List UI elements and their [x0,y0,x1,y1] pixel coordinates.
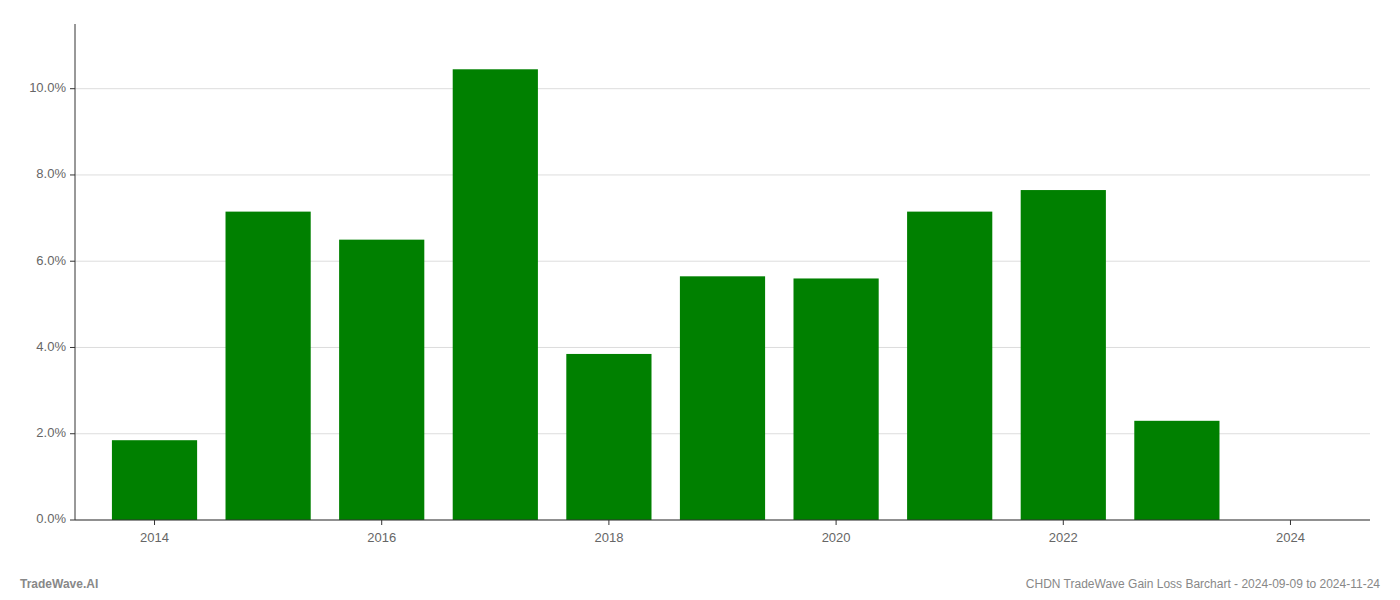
bar [339,240,424,520]
bar [566,354,651,520]
y-tick [70,174,75,175]
x-tick [154,520,155,525]
grid [75,89,1370,520]
bar [453,69,538,520]
y-tick [70,261,75,262]
axes: 0.0% 2.0% 4.0% 6.0% 8.0% 10.0% 2014 2016 2018 202… [29,24,1370,545]
x-tick-label: 2016 [367,530,396,545]
y-tick-label: 4.0% [36,339,66,354]
footer-left: TradeWave.AI [20,577,98,591]
x-tick-label: 2018 [594,530,623,545]
y-tick [70,433,75,434]
y-tick-label: 10.0% [29,80,66,95]
bar [907,212,992,520]
x-tick [836,520,837,525]
bar [112,440,197,520]
x-tick [608,520,609,525]
x-tick-label: 2020 [822,530,851,545]
x-tick [381,520,382,525]
grid-line [75,174,1370,175]
chart: 0.0% 2.0% 4.0% 6.0% 8.0% 10.0% 2014 2016 2018 202… [0,0,1400,600]
y-tick-label: 8.0% [36,166,66,181]
x-tick-label: 2022 [1049,530,1078,545]
y-tick [70,88,75,89]
bar [226,212,311,520]
x-axis-line [75,520,1370,521]
bar [1134,421,1219,520]
x-tick-label: 2014 [140,530,169,545]
x-tick [1290,520,1291,525]
y-tick-label: 6.0% [36,253,66,268]
y-tick-label: 0.0% [36,511,66,526]
chart-container: 0.0% 2.0% 4.0% 6.0% 8.0% 10.0% 2014 2016 2018 202… [0,0,1400,600]
y-tick-label: 2.0% [36,425,66,440]
footer-right: CHDN TradeWave Gain Loss Barchart - 2024… [1026,577,1381,591]
x-tick-label: 2024 [1276,530,1305,545]
bar [680,276,765,520]
y-tick [70,347,75,348]
grid-line [75,88,1370,89]
grid-line [75,520,1370,521]
x-tick [1063,520,1064,525]
y-tick [70,520,75,521]
bars [112,69,1220,520]
bar [1021,190,1106,520]
bar [793,278,878,520]
y-axis-line [75,24,76,520]
